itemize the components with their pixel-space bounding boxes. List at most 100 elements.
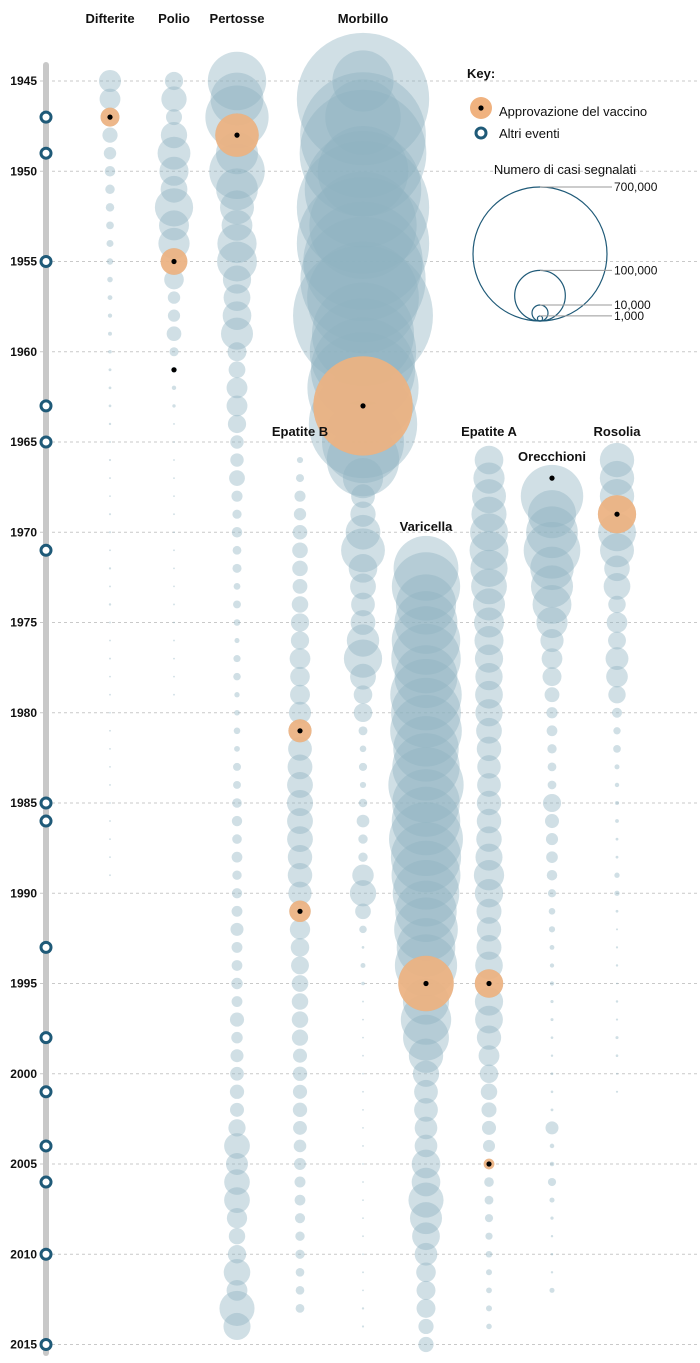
series-orecchioni — [520, 464, 584, 1293]
bubble-rosolia-1976 — [608, 631, 626, 650]
bubble-rosolia-1990 — [614, 890, 620, 896]
bubble-varicella-1977 — [391, 623, 461, 694]
column-title-polio: Polio — [158, 11, 190, 26]
bubble-varicella-2002 — [414, 1097, 438, 1122]
bubble-difterite-1974 — [108, 603, 112, 606]
bubble-difterite-1961 — [108, 368, 112, 372]
bubble-morbillo-1997 — [362, 1018, 364, 1021]
legend-size-circle-700000 — [472, 186, 608, 322]
series-rosolia — [597, 442, 637, 1093]
bubble-epatite-a-1997 — [475, 1005, 503, 1034]
bubble-orecchioni-2005 — [549, 1161, 555, 1167]
bubble-epatite-a-1988 — [475, 843, 503, 871]
bubble-difterite-1980 — [109, 711, 111, 714]
bubble-orecchioni-1983 — [547, 762, 557, 772]
bubble-orecchioni-2006 — [547, 1177, 557, 1187]
bubble-rosolia-1981 — [613, 727, 621, 735]
bubble-orecchioni-1978 — [542, 667, 562, 687]
bubble-morbillo-1996 — [362, 1000, 364, 1003]
event-dot-pertosse-1948 — [234, 132, 240, 138]
column-title-difterite: Difterite — [85, 11, 134, 26]
event-marker-1985 — [39, 796, 53, 810]
bubble-morbillo-1971 — [341, 528, 385, 573]
bubble-morbillo-1945 — [332, 50, 394, 112]
bubble-polio-1971 — [173, 549, 175, 552]
legend-vaccine-dot — [478, 105, 484, 111]
bubble-difterite-1968 — [109, 495, 111, 498]
bubble-pertosse-1971 — [232, 545, 242, 555]
legend: Key: Approvazione del vaccino Altri eventi… — [467, 66, 658, 323]
bubble-varicella-2015 — [418, 1336, 434, 1353]
bubble-orecchioni-1995 — [549, 981, 555, 986]
bubble-epatite-b-1996 — [291, 993, 309, 1010]
bubble-epatite-b-2005 — [294, 1158, 306, 1170]
bubble-pertosse-1964 — [227, 414, 247, 434]
bubble-epatite-a-2006 — [484, 1177, 494, 1187]
bubble-pertosse-1977 — [233, 655, 241, 663]
bubble-epatite-a-1967 — [473, 462, 505, 494]
bubble-epatite-a-1983 — [477, 755, 501, 779]
bubble-pertosse-1998 — [231, 1031, 243, 1044]
bubble-morbillo-1982 — [359, 745, 367, 753]
bubble-varicella-2007 — [408, 1182, 444, 1218]
bubble-orecchioni-2003 — [545, 1121, 559, 1135]
bubble-difterite-1972 — [108, 567, 112, 570]
bubble-epatite-b-1988 — [287, 844, 313, 870]
bubble-pertosse-1985 — [232, 798, 242, 808]
legend-event-label: Altri eventi — [499, 126, 560, 141]
bubble-epatite-b-1975 — [290, 613, 310, 632]
bubble-varicella-1991 — [395, 880, 457, 943]
bubble-epatite-b-1983 — [287, 754, 313, 780]
bubble-orecchioni-1971 — [523, 521, 581, 579]
bubble-pertosse-1961 — [228, 361, 246, 379]
bubble-polio-1945 — [164, 71, 184, 91]
bubble-varicella-2008 — [409, 1202, 443, 1235]
bubble-polio-1976 — [173, 639, 175, 642]
bubble-morbillo-1991 — [355, 903, 371, 920]
bubble-epatite-b-2003 — [293, 1120, 307, 1135]
bubble-morbillo-2003 — [362, 1127, 364, 1129]
bubble-morbillo-1995 — [361, 981, 365, 986]
bubble-morbillo-1976 — [346, 624, 380, 657]
bubble-varicella-2009 — [412, 1222, 440, 1251]
bubble-difterite-1954 — [106, 239, 114, 247]
bubble-varicella-2010 — [414, 1242, 438, 1266]
series-varicella — [388, 535, 464, 1353]
bubble-morbillo-2005 — [362, 1163, 364, 1165]
bubble-epatite-a-1982 — [476, 736, 502, 762]
bubble-epatite-b-2009 — [295, 1231, 305, 1241]
bubble-rosolia-1991 — [615, 909, 619, 913]
bubble-epatite-b-1973 — [292, 579, 308, 594]
bubble-morbillo-1988 — [358, 852, 368, 862]
bubble-morbillo-1983 — [358, 762, 368, 771]
bubble-rosolia-1978 — [606, 665, 628, 688]
bubble-pertosse-1992 — [230, 922, 244, 936]
bubble-varicella-1985 — [392, 769, 460, 837]
bubble-morbillo-1994 — [360, 962, 366, 968]
bubble-pertosse-1967 — [229, 470, 245, 486]
event-marker-2010 — [39, 1247, 53, 1261]
bubble-pertosse-1999 — [230, 1049, 244, 1063]
bubble-rosolia-1996 — [615, 1000, 619, 1003]
bubble-pertosse-1955 — [217, 241, 257, 282]
bubble-varicella-2005 — [411, 1149, 441, 1179]
bubble-varicella-1972 — [393, 535, 459, 601]
column-title-epatite-b: Epatite B — [272, 424, 328, 439]
bubble-morbillo-1951 — [304, 131, 422, 248]
bubble-rosolia-1977 — [605, 647, 629, 671]
bubble-epatite-a-2011 — [486, 1269, 492, 1276]
bubble-pertosse-2008 — [226, 1208, 248, 1229]
bubble-orecchioni-1979 — [544, 687, 560, 703]
event-dot-polio-1955 — [171, 258, 177, 265]
year-label-1970: 1970 — [10, 525, 37, 539]
bubble-varicella-1976 — [391, 606, 461, 675]
bubble-orecchioni-2007 — [549, 1197, 555, 1203]
bubble-morbillo-1975 — [350, 610, 376, 635]
bubble-epatite-b-2004 — [293, 1139, 307, 1153]
bubble-epatite-a-1966 — [474, 445, 504, 475]
bubble-polio-1950 — [159, 156, 189, 186]
bubble-epatite-a-1984 — [477, 773, 501, 797]
bubble-polio-1960 — [169, 347, 179, 357]
bubble-morbillo-1958 — [293, 245, 433, 386]
bubble-pertosse-1979 — [234, 692, 240, 698]
